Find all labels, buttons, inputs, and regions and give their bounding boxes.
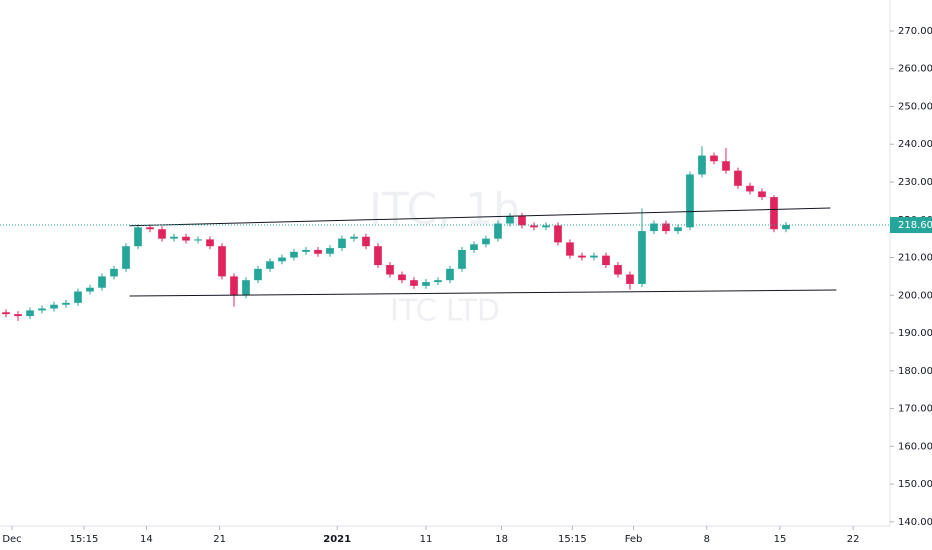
- y-tick-label: 190.00: [898, 328, 932, 339]
- candle-body: [710, 155, 718, 162]
- y-tick-label: 140.00: [898, 517, 932, 528]
- trend-line: [129, 289, 837, 297]
- candle-body: [518, 215, 526, 226]
- y-tick-label: 230.00: [898, 177, 932, 188]
- candle-body: [674, 227, 682, 232]
- x-tick-label: Feb: [625, 534, 643, 545]
- candle-body: [602, 255, 610, 266]
- candle-body: [410, 280, 418, 286]
- y-tick-label: 180.00: [898, 366, 932, 377]
- candle-body: [662, 223, 670, 232]
- candle-body: [350, 236, 358, 239]
- trend-line: [129, 207, 831, 227]
- y-tick-label: 150.00: [898, 479, 932, 490]
- x-tick-label: 21: [213, 534, 226, 545]
- candle-body: [146, 227, 154, 230]
- y-tick-label: 160.00: [898, 441, 932, 452]
- y-tick-label: 200.00: [898, 290, 932, 301]
- candle-body: [326, 248, 334, 254]
- x-tick-label: 22: [847, 534, 860, 545]
- candle-body: [122, 246, 130, 269]
- candle-body: [38, 308, 46, 311]
- candle-body: [554, 225, 562, 243]
- candle-body: [86, 287, 94, 292]
- y-tick-label: 270.00: [898, 26, 932, 37]
- x-tick-label: 15:15: [70, 534, 99, 545]
- candle-body: [434, 280, 442, 283]
- candle-body: [482, 238, 490, 245]
- candle-body: [542, 225, 550, 228]
- candle-body: [566, 242, 574, 256]
- candle-body: [230, 276, 238, 296]
- candle-body: [722, 161, 730, 171]
- candle-body: [650, 223, 658, 232]
- candle-body: [590, 255, 598, 258]
- watermark-name: ITC LTD: [390, 294, 500, 329]
- candle-body: [686, 174, 694, 228]
- x-tick-label: 2021: [323, 534, 351, 545]
- y-tick-label: 250.00: [898, 101, 932, 112]
- x-tick-label: 8: [704, 534, 710, 545]
- x-tick-label: 14: [140, 534, 153, 545]
- x-tick-label: 18: [495, 534, 508, 545]
- candle-body: [386, 265, 394, 275]
- candle-body: [14, 314, 22, 317]
- candle-body: [626, 274, 634, 284]
- candle-body: [218, 246, 226, 277]
- candle-body: [494, 223, 502, 239]
- candle-body: [50, 304, 58, 309]
- candle-body: [254, 268, 262, 281]
- candle-body: [266, 261, 274, 269]
- candle-body: [638, 231, 646, 284]
- candle-body: [770, 197, 778, 230]
- candle-body: [110, 268, 118, 277]
- candle-body: [614, 265, 622, 275]
- candle-body: [158, 229, 166, 239]
- candle-body: [698, 155, 706, 175]
- candle-body: [26, 310, 34, 317]
- candle-body: [134, 227, 142, 247]
- candle-body: [62, 302, 70, 305]
- x-tick-label: 15: [774, 534, 787, 545]
- x-tick-label: 15:15: [558, 534, 587, 545]
- candle-body: [290, 251, 298, 258]
- last-price-box: [890, 217, 932, 234]
- candle-body: [746, 185, 754, 192]
- candle-body: [170, 236, 178, 239]
- candle-body: [182, 236, 190, 241]
- candle-body: [446, 268, 454, 281]
- last-price-label: 218.60: [898, 220, 932, 231]
- candle-body: [458, 249, 466, 269]
- candle-body: [74, 291, 82, 303]
- candle-body: [362, 236, 370, 247]
- candle-body: [2, 312, 10, 315]
- candle-body: [278, 257, 286, 262]
- candle-body: [470, 244, 478, 250]
- candle-body: [506, 215, 514, 224]
- candle-body: [206, 239, 214, 247]
- candle-body: [782, 225, 790, 230]
- candle-body: [422, 282, 430, 286]
- candle-body: [338, 238, 346, 249]
- candle-body: [578, 255, 586, 258]
- candle-body: [734, 170, 742, 186]
- y-tick-label: 210.00: [898, 253, 932, 264]
- candle-body: [530, 225, 538, 228]
- x-tick-label: 11: [420, 534, 433, 545]
- candle-body: [314, 249, 322, 254]
- y-tick-label: 170.00: [898, 404, 932, 415]
- candle-body: [302, 249, 310, 252]
- candle-body: [758, 191, 766, 198]
- x-tick-label: Dec: [2, 534, 21, 545]
- candle-body: [242, 280, 250, 296]
- candle-body: [398, 274, 406, 281]
- candle-body: [98, 276, 106, 288]
- y-tick-label: 240.00: [898, 139, 932, 150]
- candle-body: [374, 246, 382, 266]
- candle-body: [194, 239, 202, 241]
- y-tick-label: 260.00: [898, 64, 932, 75]
